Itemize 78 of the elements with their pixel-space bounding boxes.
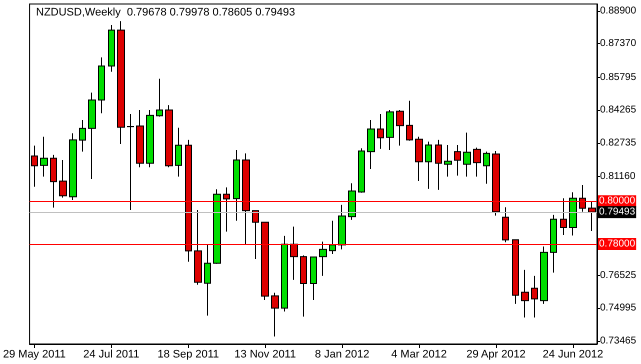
candlestick: [444, 144, 452, 178]
chart-title: NZDUSD,Weekly 0.79678 0.79978 0.78605 0.79493: [36, 6, 296, 18]
candlestick: [98, 56, 105, 114]
ref-line-label: 0.80000: [599, 196, 636, 207]
candlestick: [59, 160, 67, 198]
y-tick-label: 0.74995: [600, 302, 637, 314]
y-tick-label: 0.85795: [600, 72, 637, 83]
candlestick: [540, 246, 548, 304]
y-tick-label: 0.87370: [600, 38, 637, 50]
candlestick: [329, 220, 336, 255]
candlestick: [223, 186, 230, 232]
candlestick: [261, 221, 269, 300]
candlestick: [406, 100, 413, 142]
candlestick: [185, 139, 192, 262]
candlestick: [300, 254, 307, 318]
candlestick: [425, 141, 432, 190]
x-tick-label: 8 Jan 2012: [314, 348, 370, 360]
candlestick: [454, 144, 461, 176]
candlestick: [156, 78, 163, 118]
candlestick: [271, 292, 279, 338]
candlestick: [136, 109, 144, 168]
candlestick: [348, 182, 356, 220]
candlestick: [242, 152, 250, 245]
y-tick-label: 0.76525: [600, 270, 637, 282]
y-tick-label: 0.73465: [600, 335, 637, 346]
candlestick: [88, 92, 96, 180]
candlestick: [579, 184, 586, 212]
candlestick: [233, 149, 240, 222]
candlestick: [358, 148, 365, 194]
candlestick: [377, 114, 384, 150]
candlestick: [213, 188, 221, 264]
candlestick: [310, 256, 317, 300]
candlestick: [108, 24, 115, 72]
x-tick-label: 29 May 2011: [2, 348, 66, 360]
candlestick: [560, 198, 567, 236]
candlestick: [204, 244, 211, 316]
candlestick: [146, 109, 154, 168]
candlestick: [569, 192, 577, 236]
x-tick-label: 29 Apr 2012: [466, 348, 526, 360]
candlestick: [117, 20, 125, 144]
ref-line-label: 0.79493: [599, 206, 636, 218]
candlestick: [512, 238, 519, 304]
x-tick-label: 24 Jun 2012: [542, 348, 604, 360]
x-tick-label: 18 Sep 2011: [157, 348, 220, 360]
candlestick: [367, 120, 375, 170]
x-tick-label: 4 Mar 2012: [391, 348, 447, 360]
candlestick: [415, 136, 423, 182]
x-tick-label: 13 Nov 2011: [234, 348, 296, 360]
candlestick: [69, 132, 77, 200]
y-tick-label: 0.81160: [600, 170, 636, 182]
candlestick: [396, 109, 404, 146]
ref-line-label: 0.78000: [599, 238, 636, 250]
candlestick: [194, 210, 202, 286]
candlestick: [252, 210, 259, 260]
candlestick: [550, 214, 557, 274]
y-tick-label: 0.84265: [600, 104, 637, 116]
candlestick: [483, 151, 490, 184]
candlestick: [531, 275, 538, 318]
candlestick: [50, 154, 57, 208]
candlestick: [319, 241, 327, 276]
candlestick: [290, 226, 298, 280]
candlestick: [175, 127, 182, 178]
candlestick: [473, 147, 481, 178]
candlestick: [386, 109, 394, 150]
candlestick: [502, 206, 509, 243]
y-tick-label: 0.82735: [600, 137, 637, 148]
candlestick: [338, 204, 346, 250]
y-tick-label: 0.88900: [600, 6, 637, 17]
candlestick: [281, 235, 288, 312]
x-tick-label: 24 Jul 2011: [83, 348, 140, 360]
candlestick: [127, 114, 134, 211]
candlestick: [521, 269, 529, 318]
candlestick: [492, 150, 500, 216]
candlestick: [79, 120, 86, 152]
candlestick: [165, 104, 173, 168]
candlestick: [40, 136, 48, 178]
candlestick: [463, 132, 471, 178]
candlestick: [435, 139, 442, 190]
